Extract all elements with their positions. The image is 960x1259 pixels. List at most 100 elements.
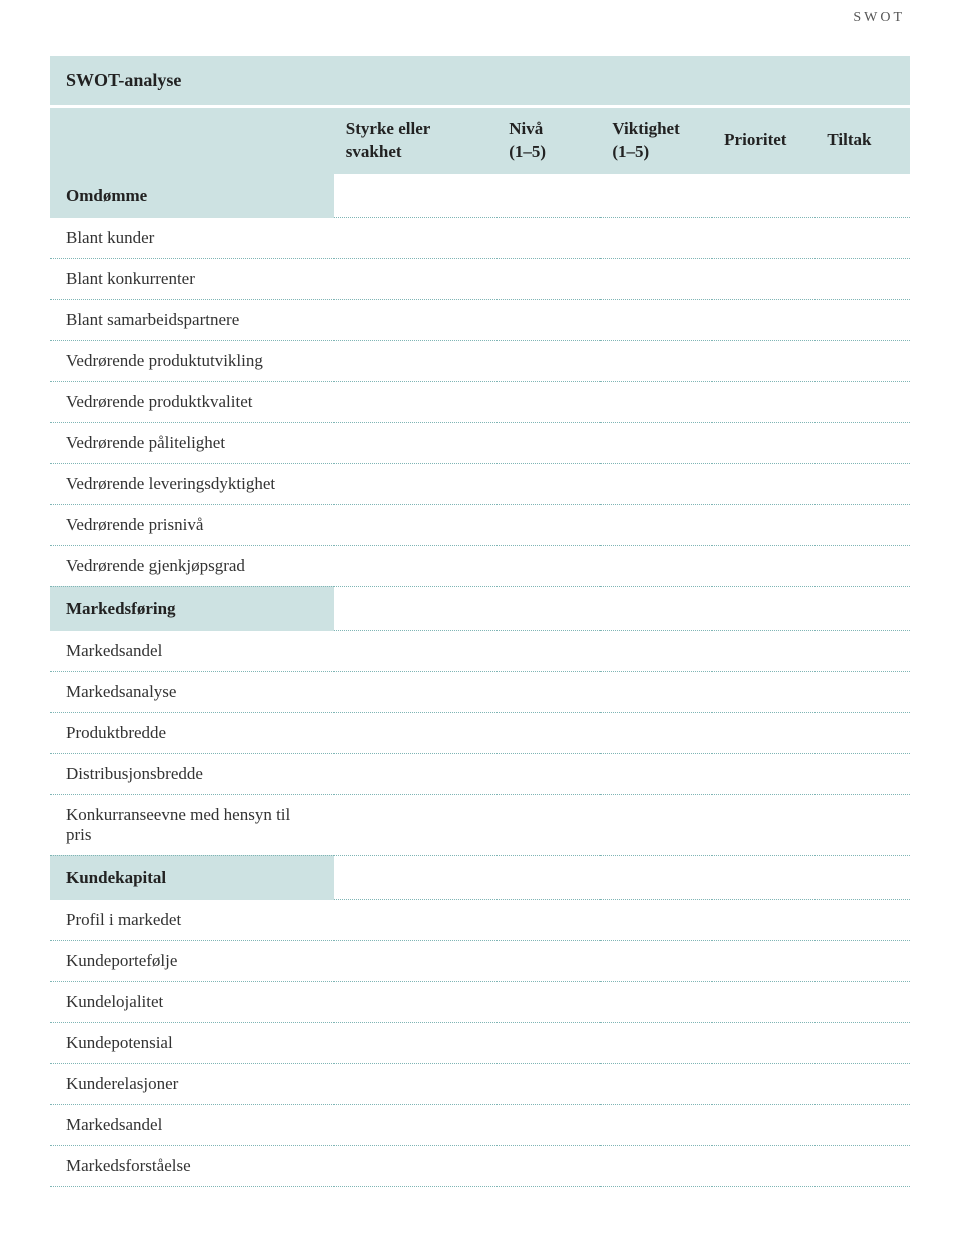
row-cell[interactable] [712, 1145, 815, 1186]
row-cell[interactable] [334, 1063, 497, 1104]
row-cell[interactable] [600, 940, 712, 981]
row-cell[interactable] [334, 218, 497, 259]
row-cell[interactable] [815, 1063, 910, 1104]
row-cell[interactable] [712, 1063, 815, 1104]
row-cell[interactable] [712, 900, 815, 941]
row-cell[interactable] [712, 258, 815, 299]
row-cell[interactable] [600, 900, 712, 941]
row-cell[interactable] [600, 981, 712, 1022]
row-cell[interactable] [497, 463, 600, 504]
row-cell[interactable] [712, 504, 815, 545]
row-cell[interactable] [334, 1145, 497, 1186]
row-cell[interactable] [497, 1022, 600, 1063]
row-cell[interactable] [334, 631, 497, 672]
row-cell[interactable] [815, 218, 910, 259]
row-cell[interactable] [497, 218, 600, 259]
row-cell[interactable] [712, 794, 815, 855]
row-cell[interactable] [334, 753, 497, 794]
row-cell[interactable] [334, 1104, 497, 1145]
row-cell[interactable] [815, 981, 910, 1022]
row-cell[interactable] [600, 381, 712, 422]
row-cell[interactable] [334, 422, 497, 463]
row-cell[interactable] [334, 504, 497, 545]
row-cell[interactable] [334, 258, 497, 299]
row-cell[interactable] [712, 545, 815, 586]
row-cell[interactable] [815, 422, 910, 463]
row-cell[interactable] [600, 1104, 712, 1145]
row-cell[interactable] [497, 340, 600, 381]
row-cell[interactable] [815, 631, 910, 672]
row-cell[interactable] [334, 463, 497, 504]
row-cell[interactable] [815, 340, 910, 381]
row-cell[interactable] [600, 1063, 712, 1104]
row-cell[interactable] [600, 1145, 712, 1186]
row-cell[interactable] [600, 545, 712, 586]
row-cell[interactable] [815, 940, 910, 981]
row-cell[interactable] [497, 504, 600, 545]
row-cell[interactable] [334, 545, 497, 586]
row-cell[interactable] [815, 299, 910, 340]
row-cell[interactable] [334, 712, 497, 753]
row-cell[interactable] [600, 299, 712, 340]
row-cell[interactable] [497, 1063, 600, 1104]
row-cell[interactable] [600, 258, 712, 299]
row-cell[interactable] [600, 631, 712, 672]
row-cell[interactable] [815, 258, 910, 299]
row-cell[interactable] [600, 340, 712, 381]
row-cell[interactable] [815, 671, 910, 712]
row-cell[interactable] [334, 299, 497, 340]
row-cell[interactable] [497, 1104, 600, 1145]
row-cell[interactable] [712, 381, 815, 422]
row-cell[interactable] [600, 463, 712, 504]
row-cell[interactable] [600, 504, 712, 545]
row-cell[interactable] [497, 671, 600, 712]
row-cell[interactable] [600, 1022, 712, 1063]
row-cell[interactable] [815, 463, 910, 504]
row-cell[interactable] [600, 712, 712, 753]
row-cell[interactable] [712, 218, 815, 259]
row-cell[interactable] [334, 794, 497, 855]
row-cell[interactable] [600, 422, 712, 463]
row-cell[interactable] [712, 463, 815, 504]
row-cell[interactable] [815, 504, 910, 545]
row-cell[interactable] [497, 299, 600, 340]
row-cell[interactable] [712, 422, 815, 463]
row-cell[interactable] [334, 340, 497, 381]
row-cell[interactable] [815, 1022, 910, 1063]
row-cell[interactable] [497, 545, 600, 586]
row-cell[interactable] [497, 1145, 600, 1186]
row-cell[interactable] [712, 1022, 815, 1063]
row-cell[interactable] [497, 258, 600, 299]
row-cell[interactable] [712, 981, 815, 1022]
row-cell[interactable] [334, 1022, 497, 1063]
row-cell[interactable] [815, 381, 910, 422]
row-cell[interactable] [497, 422, 600, 463]
row-cell[interactable] [334, 900, 497, 941]
row-cell[interactable] [600, 218, 712, 259]
row-cell[interactable] [815, 794, 910, 855]
row-cell[interactable] [815, 753, 910, 794]
row-cell[interactable] [815, 900, 910, 941]
row-cell[interactable] [334, 940, 497, 981]
row-cell[interactable] [334, 381, 497, 422]
row-cell[interactable] [497, 381, 600, 422]
row-cell[interactable] [497, 940, 600, 981]
row-cell[interactable] [497, 753, 600, 794]
row-cell[interactable] [815, 1104, 910, 1145]
row-cell[interactable] [815, 712, 910, 753]
row-cell[interactable] [334, 671, 497, 712]
row-cell[interactable] [497, 794, 600, 855]
row-cell[interactable] [712, 671, 815, 712]
row-cell[interactable] [497, 981, 600, 1022]
row-cell[interactable] [712, 940, 815, 981]
row-cell[interactable] [815, 545, 910, 586]
row-cell[interactable] [600, 671, 712, 712]
row-cell[interactable] [712, 712, 815, 753]
row-cell[interactable] [497, 631, 600, 672]
row-cell[interactable] [712, 631, 815, 672]
row-cell[interactable] [334, 981, 497, 1022]
row-cell[interactable] [712, 340, 815, 381]
row-cell[interactable] [497, 900, 600, 941]
row-cell[interactable] [712, 299, 815, 340]
row-cell[interactable] [712, 753, 815, 794]
